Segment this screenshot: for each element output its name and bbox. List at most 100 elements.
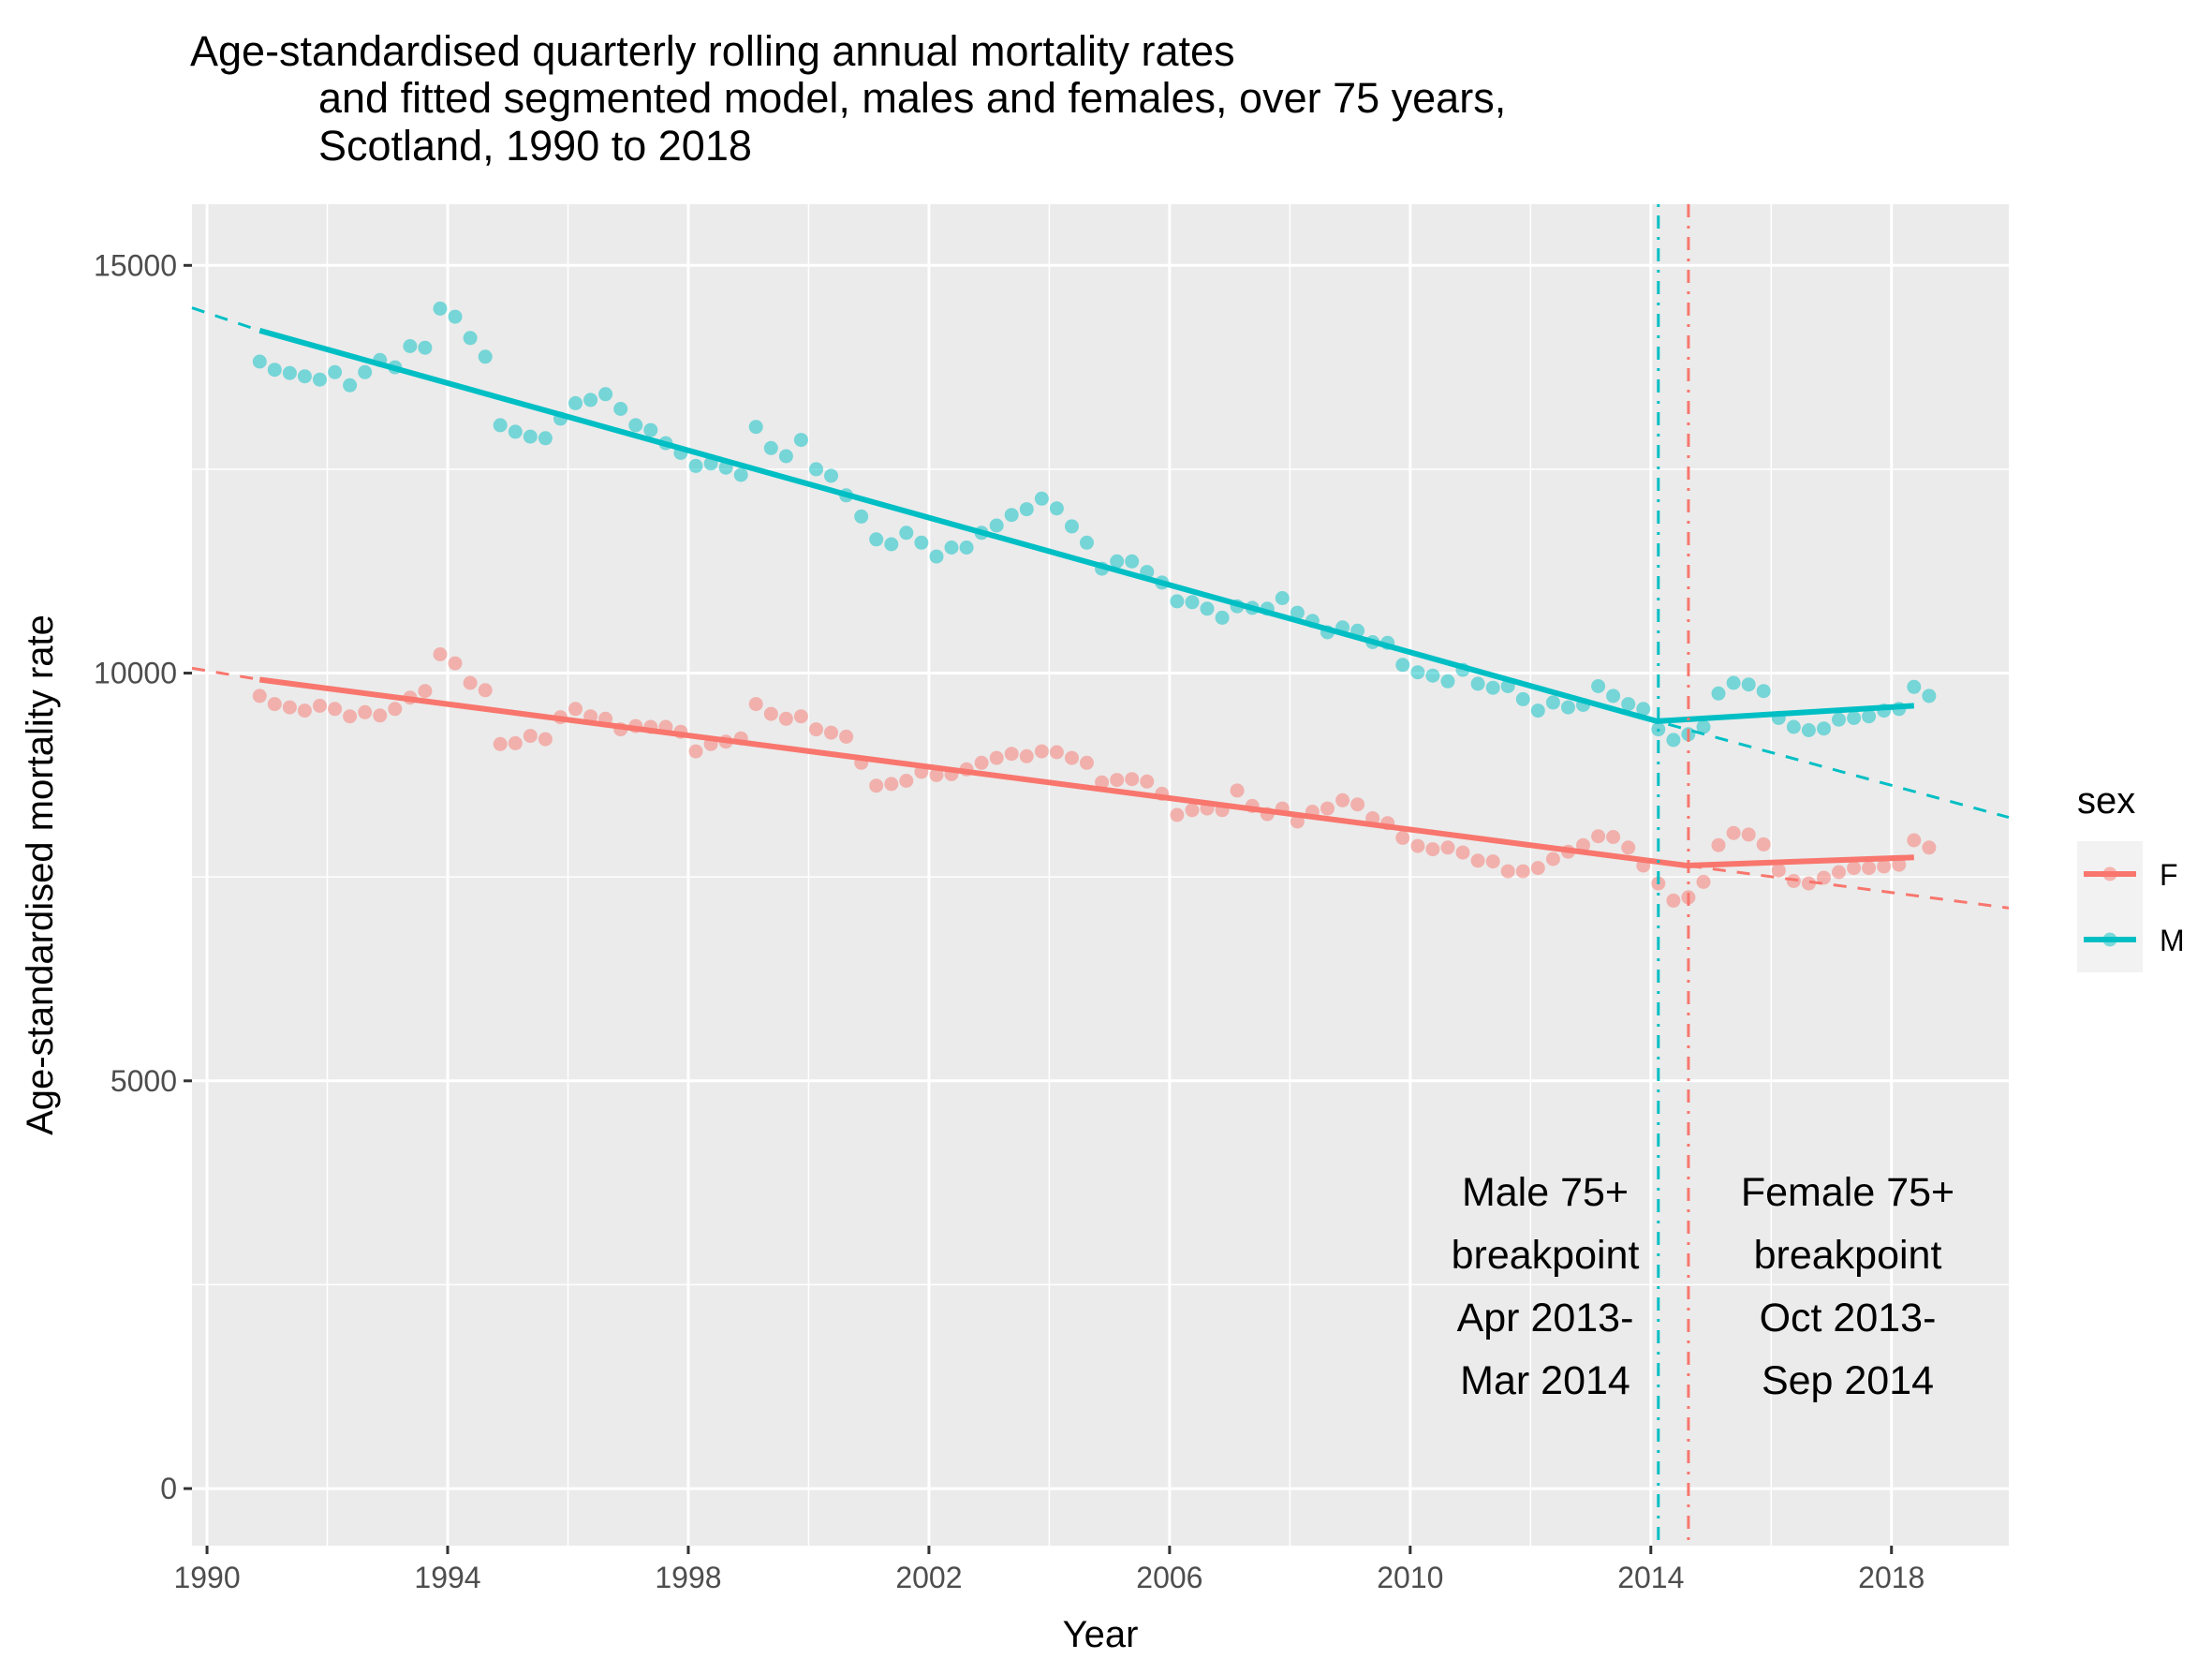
data-point-M	[1696, 719, 1711, 734]
data-point-M	[313, 372, 327, 387]
fitted-dashed-M	[191, 306, 2010, 820]
data-point-M	[1290, 605, 1305, 620]
data-point-M	[297, 369, 312, 384]
data-point-F	[989, 750, 1004, 765]
data-point-M	[1185, 595, 1200, 610]
fitted-line-F	[258, 676, 1914, 868]
data-point-F	[748, 697, 763, 712]
y-tick-label: 5000	[111, 1064, 177, 1098]
x-tick-label: 2002	[895, 1561, 962, 1594]
data-point-F	[448, 656, 463, 671]
data-point-M	[1170, 594, 1185, 609]
data-point-F	[433, 647, 448, 661]
x-tick-label: 2014	[1617, 1561, 1684, 1594]
data-point-F	[1470, 853, 1485, 868]
data-point-F	[1711, 837, 1726, 852]
data-point-M	[1200, 601, 1215, 616]
data-point-M	[854, 509, 869, 524]
data-point-F	[884, 777, 899, 792]
data-point-M	[1862, 709, 1877, 724]
data-point-F	[1666, 893, 1681, 908]
data-point-F	[1395, 830, 1410, 845]
data-point-M	[989, 518, 1004, 533]
data-point-F	[1080, 755, 1094, 770]
data-point-M	[944, 541, 959, 555]
data-point-F	[1425, 842, 1440, 857]
data-point-M	[929, 549, 944, 564]
data-point-M	[1786, 719, 1801, 734]
fitted-solid-lines	[258, 328, 1914, 868]
data-point-F	[869, 778, 884, 793]
chart-title-line-2: and fitted segmented model, males and fe…	[318, 74, 1507, 122]
data-point-M	[914, 535, 929, 550]
breakpoint-label-F: Female 75+	[1741, 1170, 1954, 1215]
data-point-F	[778, 711, 793, 726]
data-point-M	[1530, 704, 1545, 718]
breakpoint-lines	[1657, 204, 1690, 1546]
data-point-F	[1095, 775, 1110, 790]
data-point-M	[733, 467, 748, 482]
data-point-M	[643, 422, 658, 437]
data-point-F	[538, 732, 553, 747]
breakpoint-label-M: breakpoint	[1452, 1233, 1640, 1278]
data-point-F	[568, 702, 582, 717]
data-point-M	[1756, 684, 1771, 699]
data-point-M	[1410, 665, 1425, 680]
data-point-F	[328, 702, 343, 717]
data-point-M	[1801, 723, 1816, 737]
breakpoint-label-M: Mar 2014	[1460, 1358, 1630, 1403]
data-point-M	[252, 354, 267, 369]
data-point-M	[1049, 501, 1064, 516]
data-point-M	[1004, 508, 1019, 523]
legend-key-point	[2102, 932, 2117, 947]
data-point-F	[282, 700, 297, 715]
data-point-M	[1110, 554, 1125, 569]
data-point-M	[688, 458, 703, 473]
data-point-M	[1545, 695, 1560, 710]
data-point-M	[1561, 700, 1575, 715]
data-point-F	[1410, 838, 1425, 853]
data-point-F	[1877, 859, 1892, 874]
breakpoint-label-M: Apr 2013-	[1457, 1296, 1634, 1341]
data-point-F	[1847, 861, 1862, 876]
breakpoint-label-M: Male 75+	[1462, 1170, 1629, 1215]
data-point-F	[1591, 829, 1606, 844]
data-point-M	[1470, 676, 1485, 691]
data-point-M	[1515, 691, 1530, 706]
breakpoint-label-F: breakpoint	[1754, 1233, 1942, 1278]
data-point-F	[418, 684, 433, 699]
data-point-F	[1771, 863, 1786, 878]
data-point-F	[297, 704, 312, 718]
data-point-M	[824, 468, 838, 483]
data-point-F	[1335, 792, 1350, 807]
data-point-F	[809, 722, 823, 737]
data-point-F	[267, 697, 282, 712]
data-point-M	[1907, 679, 1922, 694]
data-point-M	[884, 537, 899, 552]
data-point-M	[1817, 721, 1831, 736]
data-point-M	[418, 340, 433, 355]
data-point-F	[1515, 864, 1530, 879]
data-point-M	[1440, 674, 1455, 689]
grid-major	[192, 204, 2009, 1546]
data-point-F	[1606, 830, 1621, 844]
data-point-M	[1847, 710, 1862, 725]
data-point-F	[839, 729, 854, 744]
data-point-M	[628, 418, 643, 433]
data-point-M	[1726, 675, 1741, 690]
data-point-F	[1696, 874, 1711, 889]
data-point-F	[1545, 852, 1560, 867]
data-point-M	[1666, 733, 1681, 748]
data-point-F	[763, 706, 778, 721]
data-point-F	[1320, 801, 1335, 816]
data-point-F	[1170, 807, 1185, 822]
data-point-M	[358, 364, 373, 379]
data-point-M	[1711, 686, 1726, 701]
breakpoint-annotations: Male 75+ breakpoint Apr 2013- Mar 2014 Femal…	[1452, 1170, 1955, 1403]
data-point-F	[1892, 857, 1907, 872]
data-point-M	[448, 309, 463, 324]
data-point-F	[358, 704, 373, 719]
y-tick-label: 0	[160, 1472, 177, 1505]
data-point-M	[763, 440, 778, 455]
